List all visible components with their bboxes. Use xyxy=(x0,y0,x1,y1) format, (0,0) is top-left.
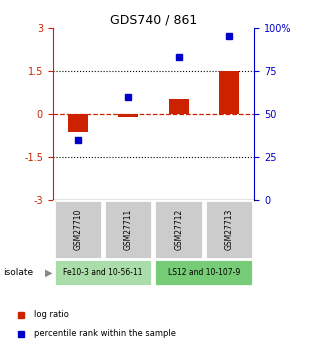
Text: GSM27712: GSM27712 xyxy=(174,209,183,250)
Bar xyxy=(54,259,153,286)
Bar xyxy=(104,200,153,259)
Text: GSM27711: GSM27711 xyxy=(124,209,133,250)
Text: log ratio: log ratio xyxy=(34,310,69,319)
Bar xyxy=(154,200,203,259)
Bar xyxy=(54,200,102,259)
Text: percentile rank within the sample: percentile rank within the sample xyxy=(34,329,176,338)
Text: LS12 and 10-107-9: LS12 and 10-107-9 xyxy=(168,268,240,277)
Text: GSM27713: GSM27713 xyxy=(224,209,233,250)
Title: GDS740 / 861: GDS740 / 861 xyxy=(110,13,197,27)
Bar xyxy=(169,99,189,114)
Text: Fe10-3 and 10-56-11: Fe10-3 and 10-56-11 xyxy=(63,268,143,277)
Text: isolate: isolate xyxy=(3,268,33,277)
Bar xyxy=(118,114,138,117)
Bar xyxy=(68,114,88,132)
Bar xyxy=(205,200,253,259)
Bar xyxy=(219,71,239,114)
Text: GSM27710: GSM27710 xyxy=(73,209,82,250)
Text: ▶: ▶ xyxy=(45,268,52,277)
Bar xyxy=(154,259,253,286)
